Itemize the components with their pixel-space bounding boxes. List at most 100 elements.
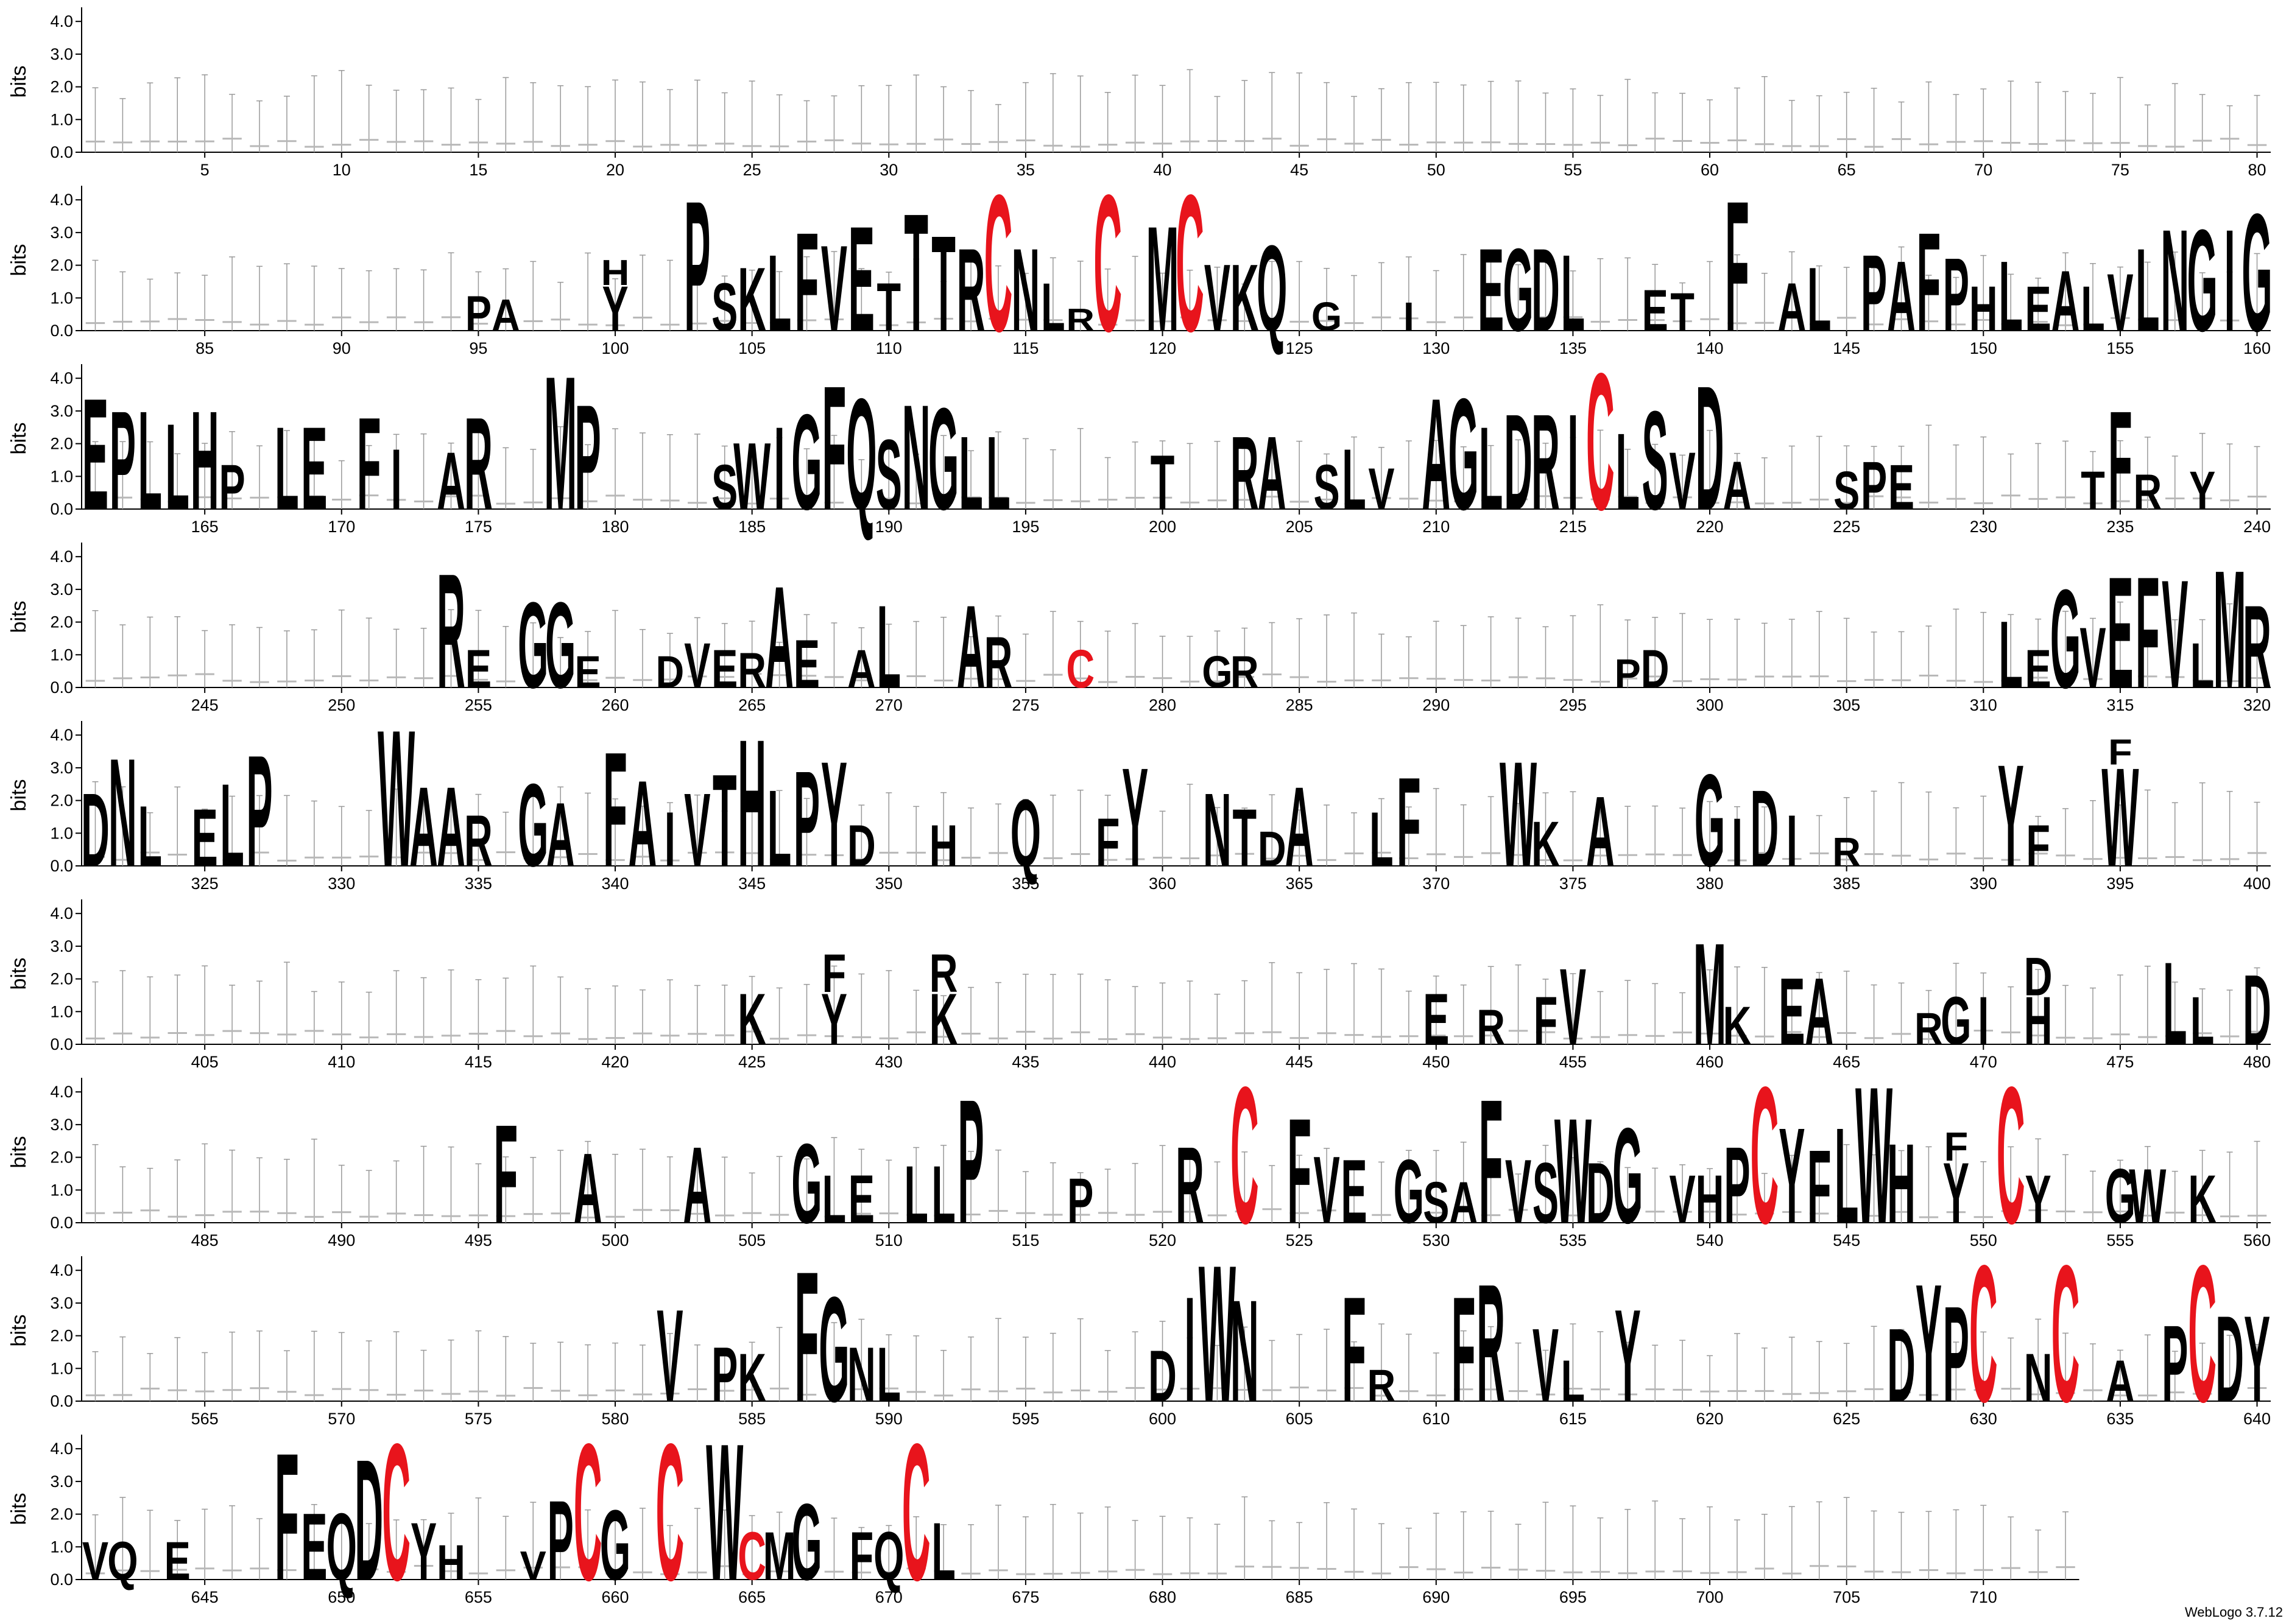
residue-mark bbox=[1043, 673, 1063, 676]
residue-mark bbox=[250, 145, 269, 147]
residue-mark bbox=[2111, 142, 2130, 144]
residue-mark bbox=[824, 501, 844, 504]
logo-letter-L-346: L bbox=[767, 767, 792, 890]
residue-mark bbox=[1453, 1388, 1473, 1391]
residue-mark bbox=[113, 1032, 133, 1035]
logo-letter-L-212: L bbox=[1479, 402, 1503, 534]
residue-mark bbox=[359, 1389, 379, 1391]
x-tick-label: 255 bbox=[465, 696, 492, 714]
logo-letter-P-226: P bbox=[1861, 448, 1887, 524]
logo-letter-L-326: L bbox=[220, 759, 244, 891]
residue-mark bbox=[2247, 677, 2267, 679]
logo-letter-I-215: I bbox=[1567, 386, 1578, 538]
logo-letter-A-204: A bbox=[1258, 416, 1286, 532]
residue-mark bbox=[769, 497, 789, 500]
residue-mark bbox=[1043, 857, 1063, 859]
residue-mark bbox=[195, 1567, 214, 1570]
logo-letter-L-672: L bbox=[931, 1506, 956, 1597]
residue-mark bbox=[2138, 675, 2157, 678]
residue-mark bbox=[1973, 1569, 1994, 1571]
residue-mark bbox=[195, 859, 214, 862]
residue-mark bbox=[1536, 1570, 1556, 1572]
residue-mark bbox=[1946, 497, 1966, 500]
x-tick-label: 445 bbox=[1286, 1053, 1313, 1071]
residue-mark bbox=[222, 1569, 242, 1572]
residue-mark bbox=[386, 1212, 406, 1215]
residue-mark bbox=[523, 1035, 543, 1038]
residue-mark bbox=[386, 1033, 406, 1035]
residue-mark bbox=[1973, 1216, 1994, 1218]
logo-letter-R-265: R bbox=[738, 642, 766, 698]
y-tick-label: 4.0 bbox=[50, 1261, 73, 1279]
residue-mark bbox=[1810, 145, 1829, 147]
x-tick-label: 405 bbox=[191, 1053, 219, 1071]
residue-mark bbox=[633, 317, 652, 319]
residue-mark bbox=[1481, 318, 1501, 321]
logo-letter-P-162: P bbox=[110, 381, 136, 539]
residue-mark bbox=[961, 678, 981, 680]
x-tick-label: 685 bbox=[1286, 1588, 1313, 1606]
logo-letter-A-635: A bbox=[2106, 1348, 2135, 1414]
residue-mark bbox=[824, 139, 844, 141]
residue-mark bbox=[277, 1569, 297, 1572]
residue-mark bbox=[195, 1214, 214, 1217]
residue-mark bbox=[1645, 1035, 1665, 1037]
x-tick-label: 565 bbox=[191, 1410, 219, 1428]
logo-letter-A-333: A bbox=[409, 764, 438, 890]
residue-mark bbox=[250, 1211, 269, 1213]
residue-mark bbox=[906, 675, 926, 678]
logo-letter-S-190: S bbox=[876, 420, 902, 531]
residue-mark bbox=[1946, 141, 1966, 143]
x-tick-label: 375 bbox=[1559, 874, 1587, 893]
logo-letter-M-178: M bbox=[544, 336, 577, 549]
logo-letter-G-337: G bbox=[518, 759, 548, 891]
logo-letter-H-100: H bbox=[601, 253, 630, 293]
residue-mark bbox=[578, 1216, 598, 1218]
residue-mark bbox=[332, 1572, 351, 1575]
residue-mark bbox=[2192, 317, 2212, 319]
residue-mark bbox=[1810, 1036, 1829, 1038]
residue-mark bbox=[797, 140, 817, 142]
logo-letter-R-452: R bbox=[1476, 999, 1505, 1055]
logo-letter-M-319: M bbox=[2213, 536, 2246, 723]
x-tick-label: 265 bbox=[738, 696, 766, 714]
residue-mark bbox=[906, 1567, 926, 1570]
residue-mark bbox=[2056, 139, 2075, 142]
x-tick-label: 620 bbox=[1696, 1410, 1724, 1428]
residue-mark bbox=[2138, 318, 2157, 321]
residue-mark bbox=[2192, 1214, 2212, 1217]
residue-mark bbox=[1180, 501, 1200, 504]
residue-mark bbox=[1645, 319, 1665, 322]
x-tick-label: 430 bbox=[875, 1053, 903, 1071]
residue-mark bbox=[1125, 1569, 1145, 1571]
logo-letter-L-163: L bbox=[138, 381, 163, 539]
residue-mark bbox=[961, 1572, 981, 1575]
logo-letter-F-316: F bbox=[2136, 544, 2160, 722]
y-tick-label: 1.0 bbox=[50, 645, 73, 664]
residue-mark bbox=[1891, 1211, 1911, 1213]
residue-mark bbox=[1782, 1393, 1802, 1395]
weblogo-credit: WebLogo 3.7.12 bbox=[2184, 1605, 2283, 1620]
residue-mark bbox=[633, 1571, 652, 1573]
logo-letter-D-298: D bbox=[1641, 638, 1670, 700]
residue-mark bbox=[1919, 501, 1939, 504]
residue-mark bbox=[85, 1037, 105, 1039]
residue-mark bbox=[332, 144, 351, 146]
residue-mark bbox=[2247, 496, 2267, 498]
logo-letter-S-225: S bbox=[1833, 460, 1860, 521]
residue-mark bbox=[1289, 1037, 1309, 1039]
residue-mark bbox=[879, 851, 899, 854]
residue-mark bbox=[113, 141, 133, 144]
residue-mark bbox=[1836, 317, 1857, 319]
x-tick-label: 275 bbox=[1012, 696, 1039, 714]
residue-mark bbox=[1563, 497, 1583, 499]
logo-letter-P-149: P bbox=[1943, 237, 1969, 354]
logo-letter-C-638: C bbox=[2188, 1226, 2217, 1444]
residue-mark bbox=[989, 317, 1008, 320]
residue-mark bbox=[1427, 678, 1446, 680]
y-tick-label: 0.0 bbox=[50, 678, 73, 697]
residue-mark bbox=[496, 142, 516, 145]
x-tick-label: 10 bbox=[333, 161, 351, 179]
logo-letter-H-540: H bbox=[1696, 1162, 1724, 1238]
